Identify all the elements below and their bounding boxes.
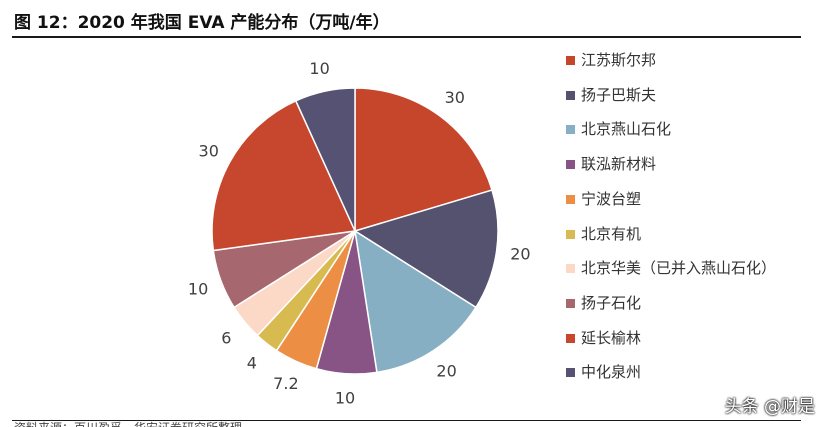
pie-value-label: 4 [247,353,257,372]
legend-item-sinochem-quanzhou: 中化泉州 [566,364,786,390]
legend-item-beijing-youji: 北京有机 [566,224,786,252]
legend-label: 北京有机 [581,224,642,243]
legend-item-beijing-yanshan: 北京燕山石化 [566,121,786,147]
pie-slice-beijing-yanshan [354,229,477,374]
legend-label: 延长榆林 [581,328,642,347]
legend-label: 中化泉州 [581,363,642,382]
pie-value-label: 10 [335,389,355,408]
title-divider [12,36,801,38]
legend-item-beijing-huamei: 北京华美（已并入燕山石化） [566,260,786,286]
pie-slice-yangzi-basf [353,189,499,309]
legend-label: 扬子石化 [581,293,642,312]
legend-swatch [566,160,575,170]
legend-swatch [566,194,575,204]
legend-swatch [566,125,575,135]
legend-swatch [566,90,575,100]
legend-label: 扬子巴斯夫 [581,85,657,104]
legend-swatch [566,368,575,378]
legend-swatch [566,264,575,274]
legend-item-yangzi-basf: 扬子巴斯夫 [566,85,786,113]
pie-value-label: 30 [199,141,219,160]
legend-item-yanchang-yulin: 延长榆林 [566,328,786,356]
legend-item-jiangsu-sierbang: 江苏斯尔邦 [566,52,786,78]
legend-item-ningbo-taisu: 宁波台塑 [566,189,786,217]
pie-value-label: 10 [188,279,208,298]
pie-value-label: 7.2 [273,374,298,393]
legend-label: 北京华美（已并入燕山石化） [581,259,777,278]
pie-value-label: 20 [436,362,456,381]
legend-swatch [566,56,575,65]
pie-value-label: 6 [221,329,231,348]
legend-swatch [566,298,575,308]
source-divider [12,420,801,421]
pie-value-label: 20 [510,245,530,264]
pie-slice-sinochem-quanzhou [294,87,356,232]
chart-title: 图 12：2020 年我国 EVA 产能分布（万吨/年） [14,13,390,33]
watermark: 头条 @财是 [724,397,815,417]
pie-value-label: 10 [309,59,329,78]
pie-slice-yanchang-yulin [211,99,357,252]
pie-value-label: 30 [445,88,465,107]
legend-label: 宁波台塑 [581,189,642,208]
legend-item-yangzi-petrochem: 扬子石化 [566,293,786,321]
legend-swatch [566,229,575,239]
legend-item-lianhong: 联泓新材料 [566,156,786,182]
legend-label: 江苏斯尔邦 [581,51,657,69]
legend-label: 北京燕山石化 [581,120,672,139]
source-note: 资料来源：百川盈孚，华安证券研究所整理 [14,419,242,427]
pie-slice-jiangsu-sierbang [354,87,493,233]
legend-swatch [566,333,575,343]
legend-label: 联泓新材料 [581,155,657,174]
